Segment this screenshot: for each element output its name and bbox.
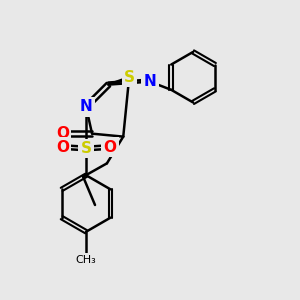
Text: S: S (81, 141, 92, 156)
Text: N: N (80, 99, 92, 114)
Text: CH₃: CH₃ (76, 255, 97, 265)
Text: N: N (144, 74, 156, 89)
Text: O: O (56, 140, 69, 154)
Text: S: S (124, 70, 135, 85)
Text: O: O (103, 140, 116, 154)
Text: O: O (56, 126, 69, 141)
